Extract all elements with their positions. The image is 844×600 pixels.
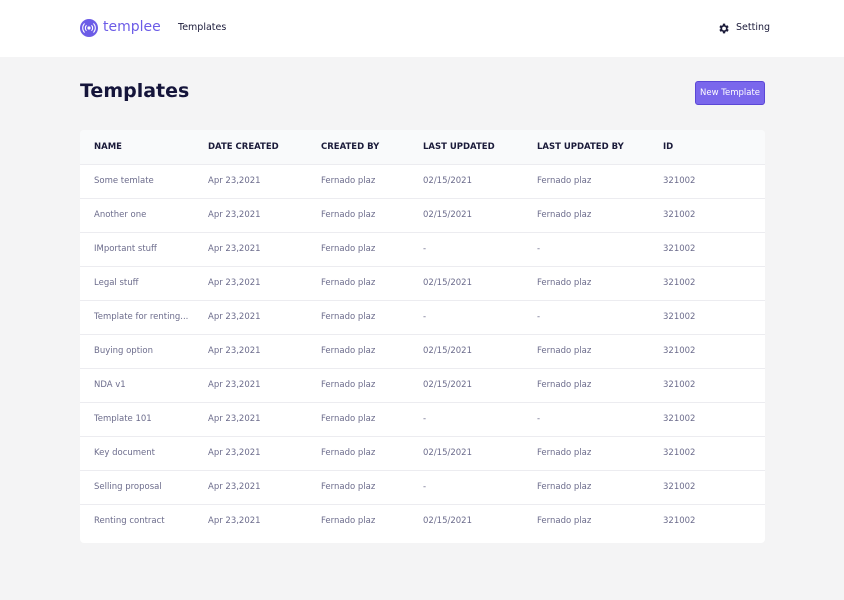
table-cell: 321002 [663,176,696,186]
table-cell: Renting contract [94,516,165,526]
table-cell: 321002 [663,312,696,322]
table-cell: 321002 [663,244,696,254]
nav-link[interactable]: Templates [178,22,227,33]
setting-link[interactable]: Setting [736,22,771,33]
table-cell: Key document [94,448,155,458]
table-cell: Fernado plaz [537,176,592,186]
table-cell: Fernado plaz [537,278,592,288]
table-cell: Fernado plaz [321,346,376,356]
table-cell: Fernado plaz [537,380,592,390]
table-cell: 321002 [663,516,696,526]
table-cell: Apr 23,2021 [208,414,261,424]
page-title: Templates [80,80,190,102]
table-cell: - [423,482,427,492]
table-row[interactable]: Key document Apr 23,2021 Fernado plaz 02/15… [80,436,765,470]
column-header: LAST UPDATED BY [537,142,624,152]
table-cell: 321002 [663,448,696,458]
table-row[interactable]: Legal stuff Apr 23,2021 Fernado plaz 02/15/… [80,266,765,300]
table-cell: Fernado plaz [321,244,376,254]
table-cell: Apr 23,2021 [208,448,261,458]
table-cell: - [537,244,541,254]
table-cell: Fernado plaz [537,210,592,220]
table-row[interactable]: NDA v1 Apr 23,2021 Fernado plaz 02/15/2021 F… [80,368,765,402]
table-row[interactable]: Buying option Apr 23,2021 Fernado plaz 02/1… [80,334,765,368]
table-cell: Fernado plaz [321,380,376,390]
table: NAME DATE CREATED CREATED BY LAST UPDATED LA… [80,130,765,543]
column-header: NAME [94,142,122,152]
table-cell: Apr 23,2021 [208,516,261,526]
column-header: LAST UPDATED [423,142,495,152]
table-cell: 321002 [663,380,696,390]
table-cell: - [423,244,427,254]
table-row[interactable]: Selling proposal Apr 23,2021 Fernado plaz -… [80,470,765,504]
gear-icon[interactable] [717,22,730,35]
table-cell: Apr 23,2021 [208,210,261,220]
table-cell: IMportant stuff [94,244,157,254]
table-cell: 02/15/2021 [423,516,472,526]
table-cell: 02/15/2021 [423,210,472,220]
table-row[interactable]: Template 101 Apr 23,2021 Fernado plaz - - 321… [80,402,765,436]
table-cell: Fernado plaz [321,278,376,288]
table-cell: NDA v1 [94,380,126,390]
table-row[interactable]: Renting contract Apr 23,2021 Fernado plaz 0… [80,504,765,538]
table-cell: Fernado plaz [321,482,376,492]
table-cell: 321002 [663,346,696,356]
table-cell: Fernado plaz [537,516,592,526]
table-cell: 321002 [663,482,696,492]
table-cell: 321002 [663,278,696,288]
table-cell: Another one [94,210,147,220]
table-cell: Fernado plaz [537,482,592,492]
table-header: NAME DATE CREATED CREATED BY LAST UPDATED LA… [80,130,765,164]
table-cell: Fernado plaz [321,176,376,186]
table-cell: 02/15/2021 [423,278,472,288]
column-header: ID [663,142,674,152]
table-cell: Apr 23,2021 [208,482,261,492]
table-cell: Selling proposal [94,482,162,492]
table-cell: Buying option [94,346,153,356]
table-cell: 02/15/2021 [423,448,472,458]
table-row[interactable]: IMportant stuff Apr 23,2021 Fernado plaz - -… [80,232,765,266]
new-template-button[interactable]: New Template [695,81,765,105]
table-cell: Fernado plaz [321,210,376,220]
table-cell: Apr 23,2021 [208,312,261,322]
column-header: DATE CREATED [208,142,279,152]
table-cell: Fernado plaz [321,448,376,458]
table-cell: 02/15/2021 [423,380,472,390]
logo[interactable]: templee [103,19,161,35]
table-cell: - [423,312,427,322]
table-cell: - [537,414,541,424]
table-cell: 321002 [663,414,696,424]
table-cell: - [423,414,427,424]
table-cell: Fernado plaz [321,414,376,424]
table-cell: 02/15/2021 [423,176,472,186]
table-cell: Apr 23,2021 [208,176,261,186]
table-cell: Template 101 [94,414,152,424]
table-cell: Fernado plaz [537,346,592,356]
table-cell: Template for renting... [94,312,189,322]
logo-icon [80,19,98,37]
table-cell: Fernado plaz [537,448,592,458]
table-row[interactable]: Another one Apr 23,2021 Fernado plaz 02/15/… [80,198,765,232]
table-cell: Apr 23,2021 [208,278,261,288]
table-cell: Some temlate [94,176,154,186]
table-cell: Apr 23,2021 [208,380,261,390]
table-cell: Fernado plaz [321,312,376,322]
top-nav: templee Templates Setting [0,0,844,57]
table-cell: Apr 23,2021 [208,244,261,254]
table-cell: 02/15/2021 [423,346,472,356]
table-cell: - [537,312,541,322]
column-header: CREATED BY [321,142,380,152]
table-cell: Legal stuff [94,278,139,288]
table-row[interactable]: Some temlate Apr 23,2021 Fernado plaz 02/15… [80,164,765,198]
table-cell: Apr 23,2021 [208,346,261,356]
table-cell: 321002 [663,210,696,220]
table-cell: Fernado plaz [321,516,376,526]
table-row[interactable]: Template for renting... Apr 23,2021 Fernad… [80,300,765,334]
